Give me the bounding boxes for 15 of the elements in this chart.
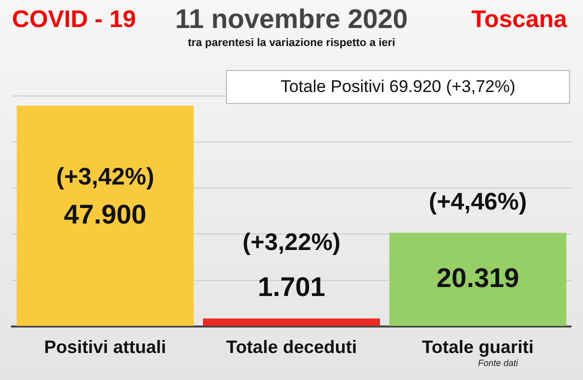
chart-title: 11 novembre 2020 (175, 4, 408, 34)
data-label: 47.900 (64, 199, 146, 230)
x-tick-label: Totale guariti (422, 337, 534, 358)
source-note: Fonte dati (478, 358, 518, 368)
data-label: 20.319 (436, 263, 520, 294)
annotation: (+3,22%) (242, 229, 341, 256)
annotation: (+3,42%) (56, 164, 154, 191)
text: COVID - 19 (12, 6, 136, 34)
chart-subtitle: tra parentesi la variazione rispetto a ieri (186, 37, 396, 49)
text: Toscana (471, 6, 567, 34)
text-box: Totale Positivi 69.920 (+3,72%) (226, 70, 570, 104)
x-tick-label: Positivi attuali (44, 337, 166, 358)
annotation: (+4,46%) (428, 188, 527, 216)
x-tick-label: Totale deceduti (226, 337, 357, 358)
data-label: 1.701 (258, 272, 326, 302)
